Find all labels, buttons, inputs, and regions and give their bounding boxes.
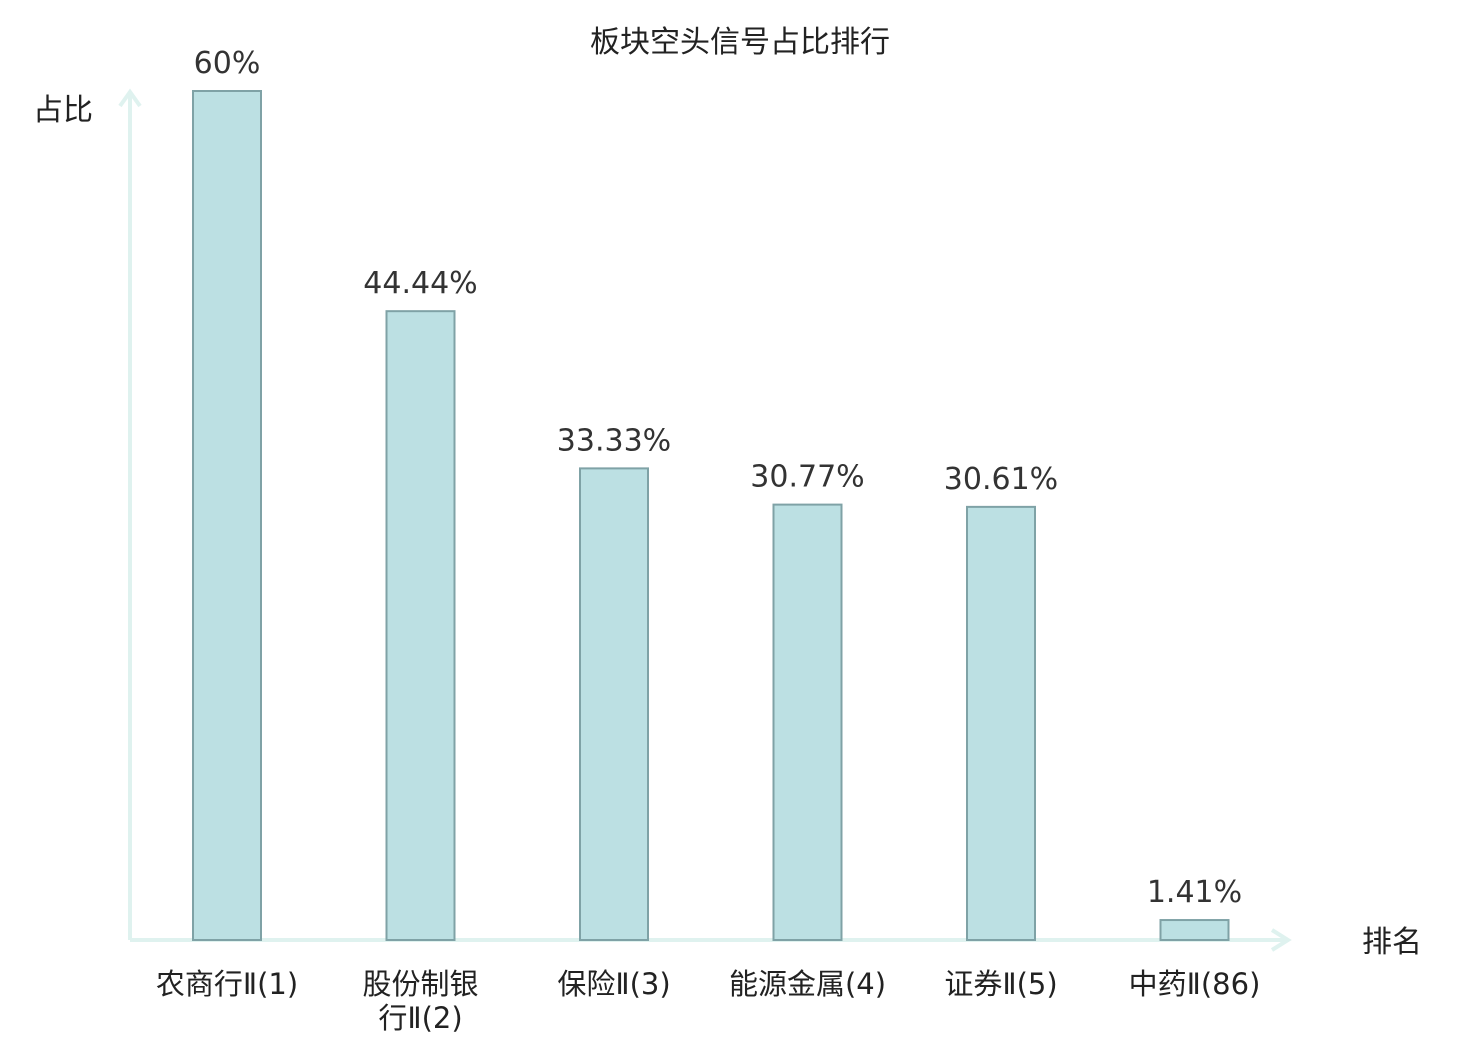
bar-value-label: 33.33%: [557, 423, 671, 458]
y-axis-label: 占比: [33, 93, 93, 128]
bar: [966, 505, 1036, 941]
category-label: 农商行Ⅱ(1): [156, 967, 298, 1001]
category-label: 股份制银行Ⅱ(2): [362, 967, 478, 1035]
bar: [579, 467, 649, 941]
category-label: 证券Ⅱ(5): [944, 967, 1057, 1001]
chart-title: 板块空头信号占比排行: [590, 25, 890, 60]
category-labels-group: 农商行Ⅱ(1) 股份制银行Ⅱ(2) 保险Ⅱ(3) 能源金属(4) 证券Ⅱ(5) 中药Ⅱ(8…: [156, 967, 1261, 1035]
x-axis-arrow-icon: [1270, 928, 1292, 952]
chart-axes: [118, 88, 1292, 952]
category-label: 中药Ⅱ(86): [1129, 967, 1261, 1001]
value-labels-group: 60% 44.44% 33.33% 30.77% 30.61% 1.41%: [194, 46, 1243, 910]
bar: [385, 310, 456, 941]
category-label: 能源金属(4): [729, 967, 886, 1001]
bar-value-label: 30.77%: [750, 460, 864, 495]
bar: [1159, 919, 1230, 942]
bar-value-label: 30.61%: [944, 462, 1058, 497]
y-axis-arrow-icon: [118, 88, 142, 108]
category-label: 保险Ⅱ(3): [557, 967, 670, 1001]
bars-group: [192, 90, 1230, 942]
bar-value-label: 1.41%: [1147, 875, 1242, 910]
bar: [772, 503, 843, 941]
x-axis-label: 排名: [1362, 925, 1422, 960]
bar-value-label: 60%: [194, 46, 261, 81]
bar-value-label: 44.44%: [363, 266, 477, 301]
bar: [192, 90, 262, 941]
